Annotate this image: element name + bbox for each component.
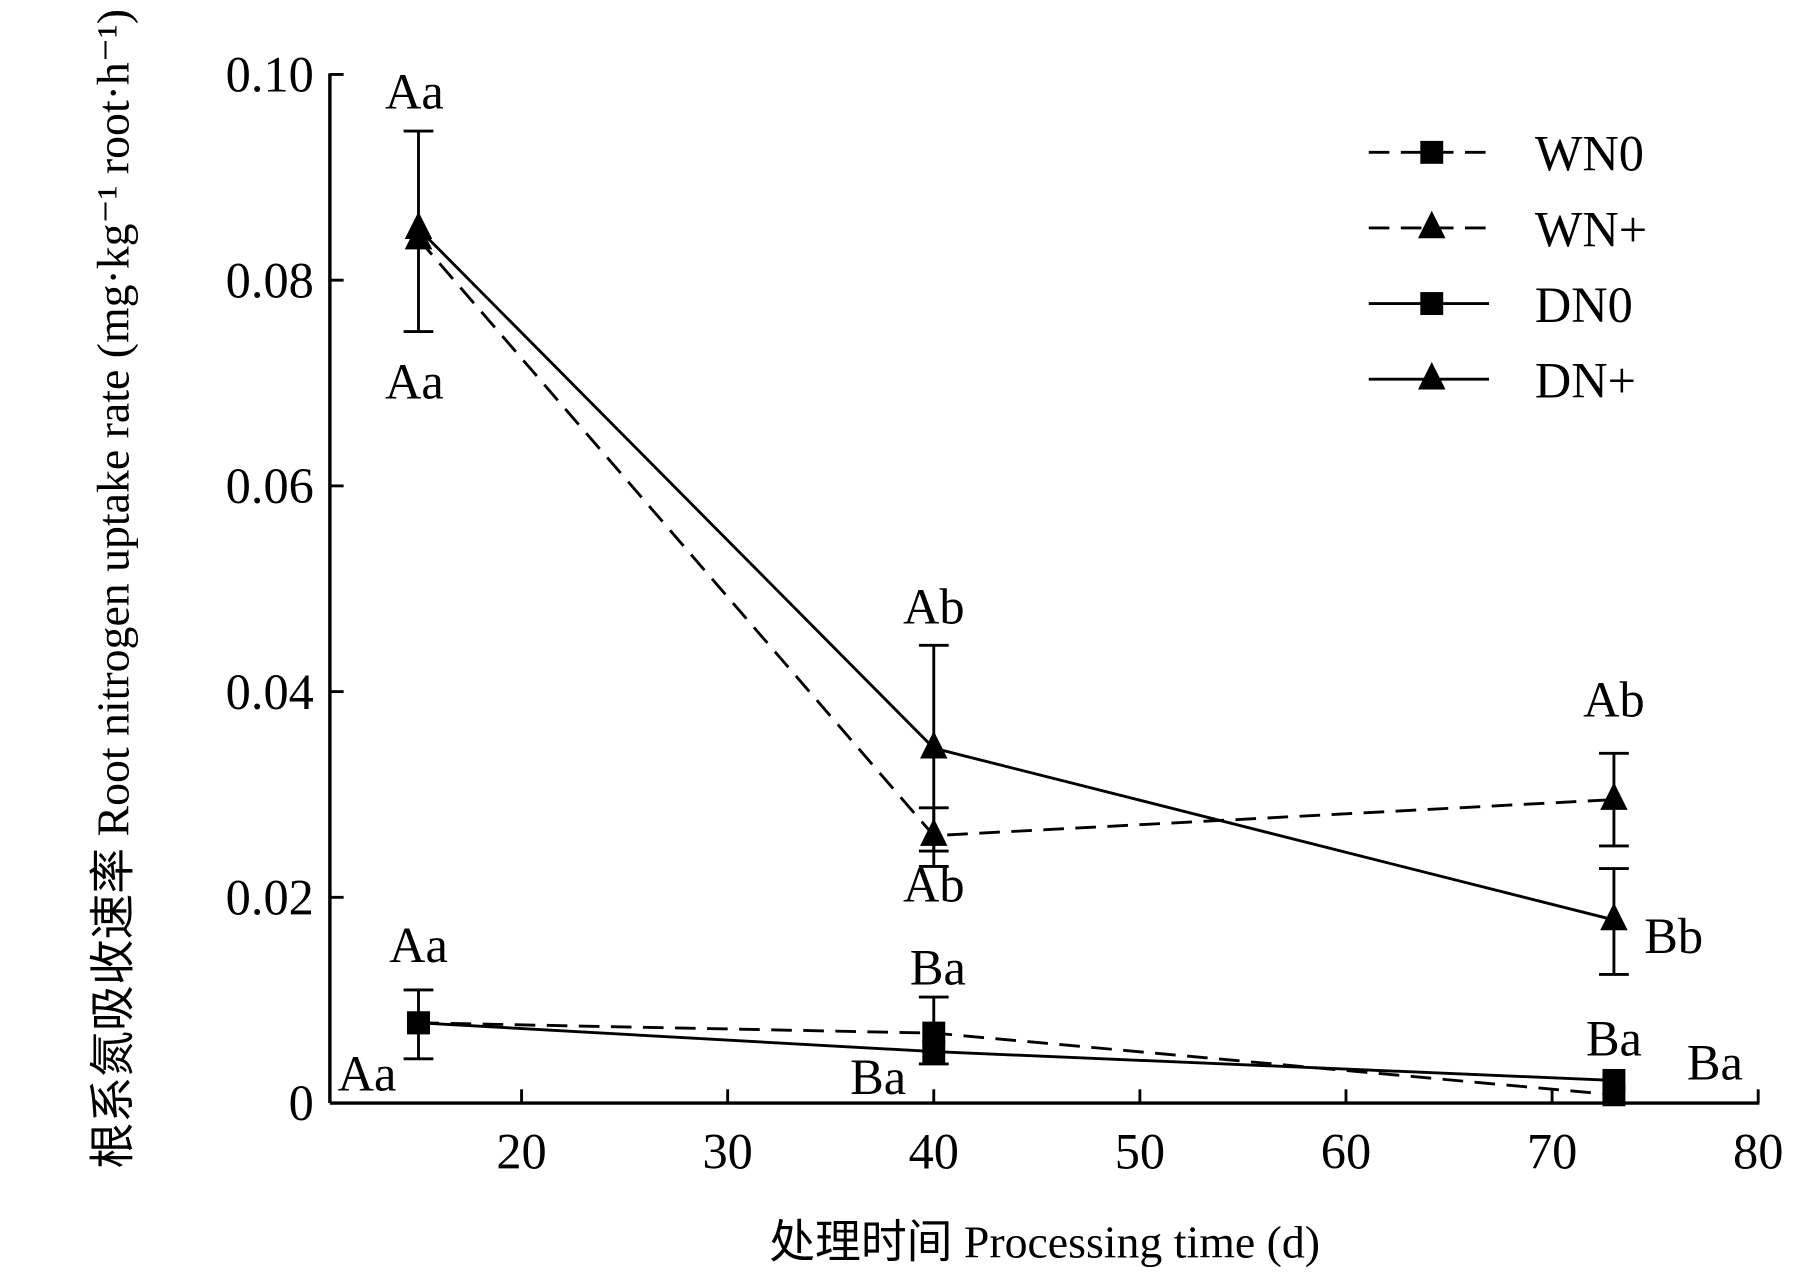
legend-label: WN+ (1535, 201, 1647, 257)
annotation-label: Bb (1644, 908, 1703, 964)
y-tick-label: 0 (289, 1075, 314, 1131)
x-tick-label: 60 (1321, 1123, 1371, 1179)
y-tick-label: 0.10 (226, 47, 314, 103)
y-tick-label: 0.02 (226, 870, 314, 926)
data-point-DN0 (407, 1011, 430, 1035)
x-tick-label: 40 (909, 1123, 959, 1179)
annotation-label: Ab (903, 856, 965, 912)
x-tick-label: 50 (1115, 1123, 1165, 1179)
data-point-DN+ (920, 730, 948, 759)
y-tick-label: 0.08 (226, 252, 314, 308)
x-tick-label: 80 (1733, 1123, 1783, 1179)
annotation-label: Aa (385, 353, 444, 409)
data-point-DN+ (1600, 902, 1628, 931)
annotation-label: Ba (850, 1049, 906, 1105)
annotation-label: Aa (385, 63, 444, 119)
data-point-DN0 (922, 1040, 946, 1064)
annotation-label: Ba (1586, 1011, 1642, 1067)
legend-label: DN0 (1535, 277, 1633, 333)
annotation-label: Ab (1583, 671, 1645, 727)
series-line-WN+ (417, 238, 1615, 838)
y-tick-label: 0.04 (226, 664, 314, 720)
y-tick-label: 0.06 (226, 458, 314, 514)
legend-label: WN0 (1535, 126, 1644, 182)
legend-label: DN+ (1535, 352, 1636, 408)
data-point-DN+ (404, 211, 433, 240)
x-tick-label: 20 (496, 1123, 546, 1179)
x-tick-label: 70 (1527, 1123, 1577, 1179)
series-line-DN0 (418, 1021, 1614, 1082)
legend-marker-DN0 (1420, 292, 1444, 315)
series-line-DN+ (417, 227, 1615, 922)
data-point-DN0 (1602, 1068, 1626, 1092)
annotation-label: Ba (1687, 1034, 1743, 1090)
legend-marker-WN0 (1420, 140, 1444, 164)
axes: 0 0.02 0.04 0.06 0.08 0.10 20 30 40 50 60 70 80 (226, 47, 1784, 1180)
x-axis-label: 处理时间 Processing time (d) (769, 1217, 1320, 1268)
legend-marker-WN+ (1418, 210, 1446, 239)
annotation-label: Aa (338, 1046, 397, 1102)
annotation-label: Aa (389, 917, 448, 973)
x-tick-label: 30 (702, 1123, 752, 1179)
annotation-label: Ab (903, 579, 965, 635)
legend: WN0 WN+ DN0 DN+ (1368, 126, 1647, 408)
data-point-WN+ (1600, 782, 1628, 810)
y-axis-label: 根系氮吸收速率 Root nitrogen uptake rate (mg·kg… (87, 9, 138, 1168)
annotation-label: Ba (910, 940, 966, 996)
legend-marker-DN+ (1418, 361, 1446, 390)
